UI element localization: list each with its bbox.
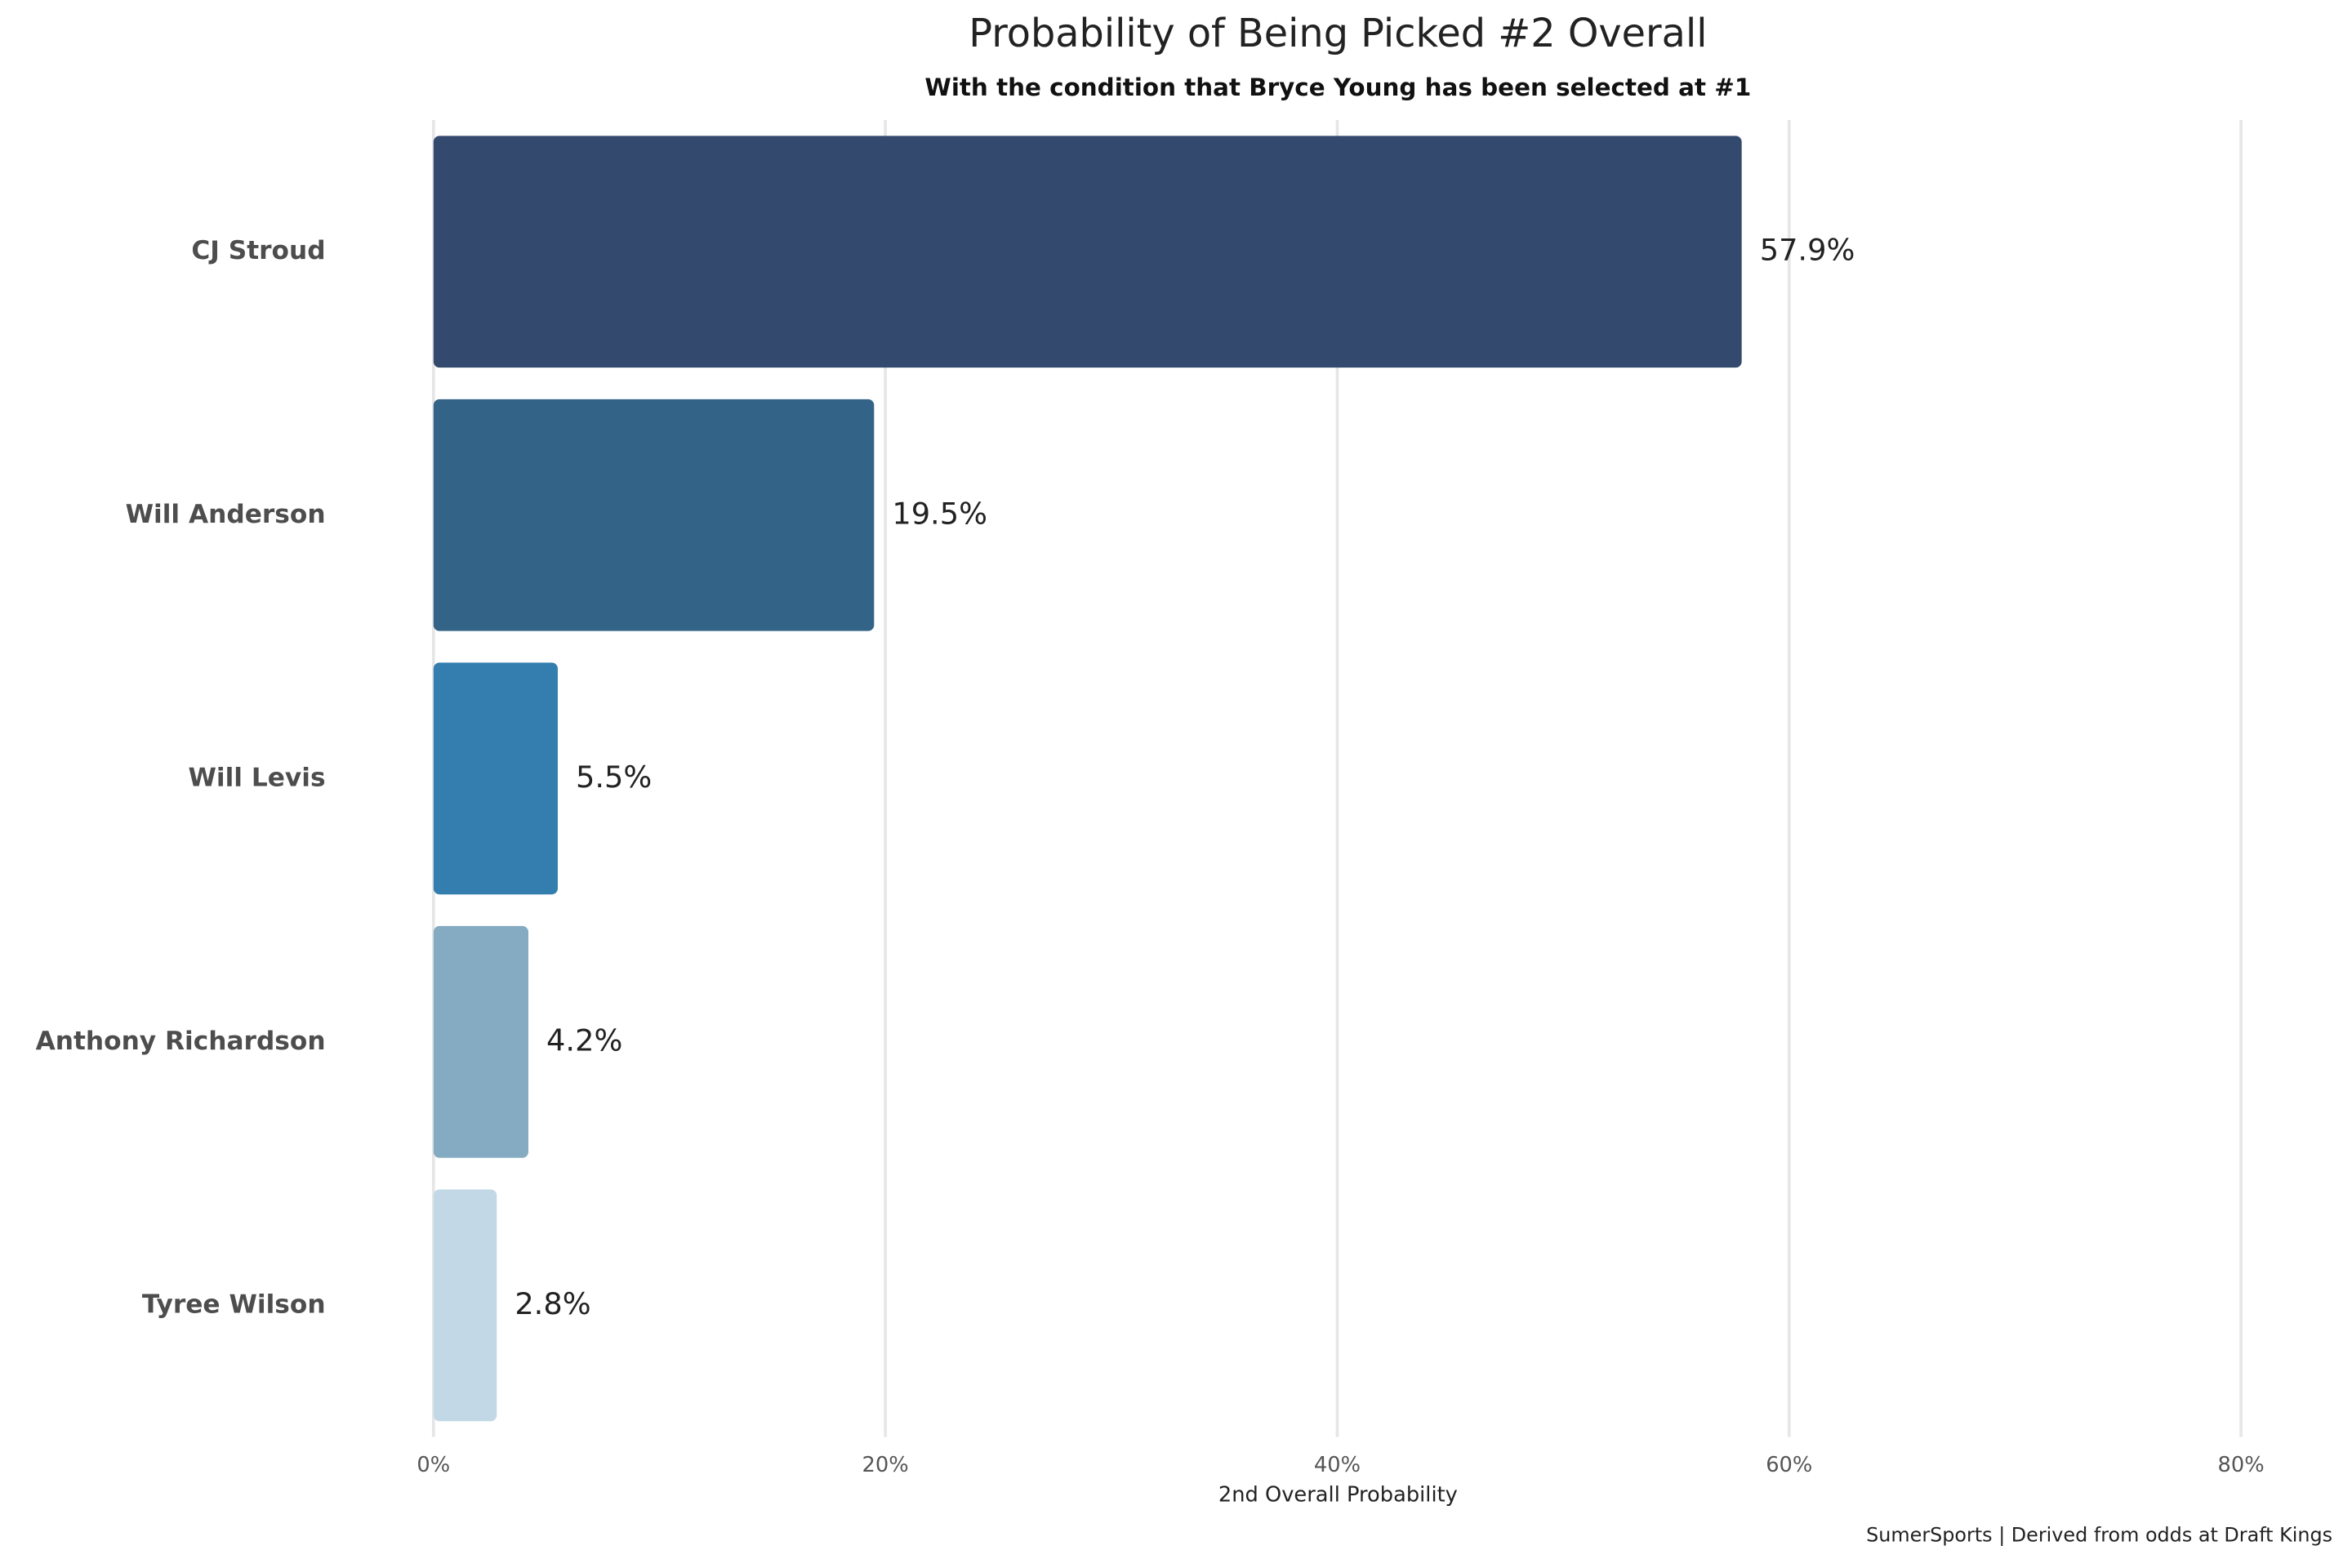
value-label: 19.5% xyxy=(892,496,987,531)
bars: CJ Stroud 57.9% Will Anderson 19.5% Will Lev… xyxy=(36,136,1855,1422)
x-tick-label: 40% xyxy=(1314,1453,1361,1477)
x-tick-label: 0% xyxy=(416,1453,450,1477)
y-tick-label: Anthony Richardson xyxy=(36,1027,326,1056)
chart-subtitle: With the condition that Bryce Young has … xyxy=(924,74,1751,101)
value-label: 57.9% xyxy=(1760,233,1855,268)
y-tick-label: Tyree Wilson xyxy=(142,1290,326,1319)
bar xyxy=(433,662,558,895)
bar xyxy=(433,136,1742,368)
x-tick-label: 80% xyxy=(2218,1453,2265,1477)
y-tick-label: Will Levis xyxy=(188,763,325,792)
bar xyxy=(433,1189,497,1422)
x-tick-label: 20% xyxy=(862,1453,909,1477)
value-label: 4.2% xyxy=(546,1022,622,1058)
value-label: 5.5% xyxy=(576,760,652,795)
y-tick-label: Will Anderson xyxy=(126,500,326,529)
x-axis-label: 2nd Overall Probability xyxy=(1218,1483,1458,1508)
y-tick-label: CJ Stroud xyxy=(191,236,325,265)
x-tick-label: 60% xyxy=(1766,1453,1812,1477)
bar xyxy=(433,925,529,1158)
bar xyxy=(433,399,875,631)
chart-title: Probability of Being Picked #2 Overall xyxy=(969,11,1707,56)
caption: SumerSports | Derived from odds at Draft… xyxy=(1866,1523,2332,1546)
value-label: 2.8% xyxy=(514,1286,590,1321)
